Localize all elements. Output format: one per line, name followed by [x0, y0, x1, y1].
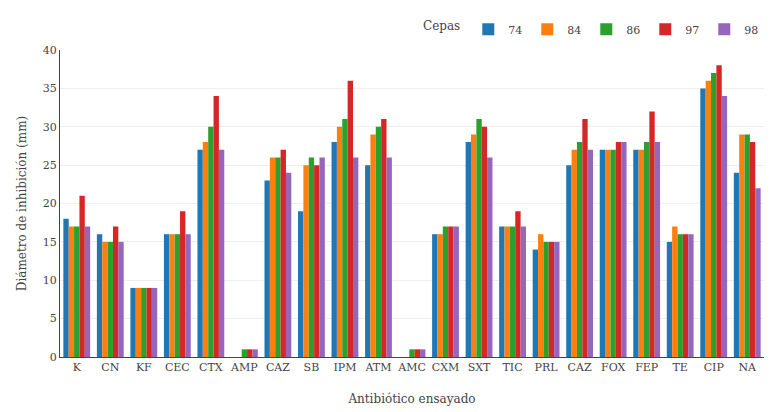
svg-text:FEP: FEP — [635, 361, 659, 374]
svg-text:CTX: CTX — [199, 361, 223, 374]
svg-text:20: 20 — [43, 197, 57, 210]
svg-text:K: K — [73, 361, 82, 374]
svg-text:CXM: CXM — [432, 361, 460, 374]
svg-text:10: 10 — [43, 274, 57, 287]
svg-text:IPM: IPM — [333, 361, 356, 374]
svg-text:CAZ: CAZ — [568, 361, 592, 374]
svg-text:TIC: TIC — [503, 361, 523, 374]
svg-text:TE: TE — [673, 361, 688, 374]
svg-text:97: 97 — [685, 24, 699, 37]
svg-text:AMC: AMC — [397, 361, 426, 374]
svg-text:FOX: FOX — [601, 361, 625, 374]
svg-text:PRL: PRL — [535, 361, 559, 374]
svg-text:30: 30 — [43, 121, 57, 134]
svg-text:Diámetro de inhibición (mm): Diámetro de inhibición (mm) — [15, 116, 29, 291]
svg-text:40: 40 — [43, 44, 57, 57]
svg-text:0: 0 — [50, 351, 57, 364]
svg-text:SB: SB — [304, 361, 320, 374]
svg-text:CN: CN — [101, 361, 119, 374]
svg-text:SXT: SXT — [468, 361, 491, 374]
svg-text:Cepas: Cepas — [423, 19, 460, 33]
svg-text:25: 25 — [43, 159, 57, 172]
svg-text:CIP: CIP — [704, 361, 725, 374]
svg-text:ATM: ATM — [365, 361, 392, 374]
svg-text:5: 5 — [50, 312, 57, 325]
svg-text:86: 86 — [626, 24, 640, 37]
svg-text:Antibiótico ensayado: Antibiótico ensayado — [347, 392, 475, 406]
svg-text:CEC: CEC — [165, 361, 190, 374]
svg-text:84: 84 — [567, 24, 581, 37]
svg-text:KF: KF — [136, 361, 152, 374]
svg-text:AMP: AMP — [230, 361, 258, 374]
svg-text:98: 98 — [744, 24, 758, 37]
svg-text:74: 74 — [508, 24, 522, 37]
svg-text:CAZ: CAZ — [266, 361, 290, 374]
svg-text:NA: NA — [738, 361, 757, 374]
svg-text:35: 35 — [43, 82, 57, 95]
svg-text:15: 15 — [43, 236, 57, 249]
